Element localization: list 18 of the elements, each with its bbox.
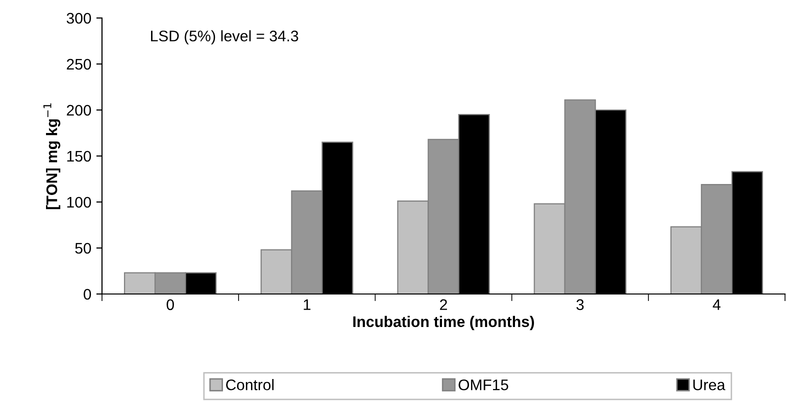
y-tick-label: 300 (66, 12, 91, 24)
annotation: LSD (5%) level = 34.3 (151, 30, 298, 44)
legend-label: Urea (693, 380, 726, 390)
y-tick-label: 250 (66, 58, 91, 70)
y-tick-label: 150 (67, 150, 91, 162)
y-tick-label: 200 (66, 104, 91, 116)
y-tick-label: 0 (84, 288, 91, 300)
x-axis-title: Incubation time (months) (353, 316, 534, 330)
x-tick-label: 3 (576, 299, 584, 310)
y-tick-label: 100 (67, 196, 91, 208)
x-tick-label: 1 (304, 299, 310, 310)
y-tick-label: 50 (75, 242, 91, 254)
legend-label: Control (226, 379, 274, 390)
x-tick-label: 2 (440, 299, 447, 310)
legend-label: OMF15 (458, 379, 508, 390)
y-axis-title: [TON] mg kg$^{−1}$ (43, 103, 60, 210)
x-tick-label: 4 (712, 299, 720, 310)
x-tick-label: 0 (166, 299, 174, 310)
